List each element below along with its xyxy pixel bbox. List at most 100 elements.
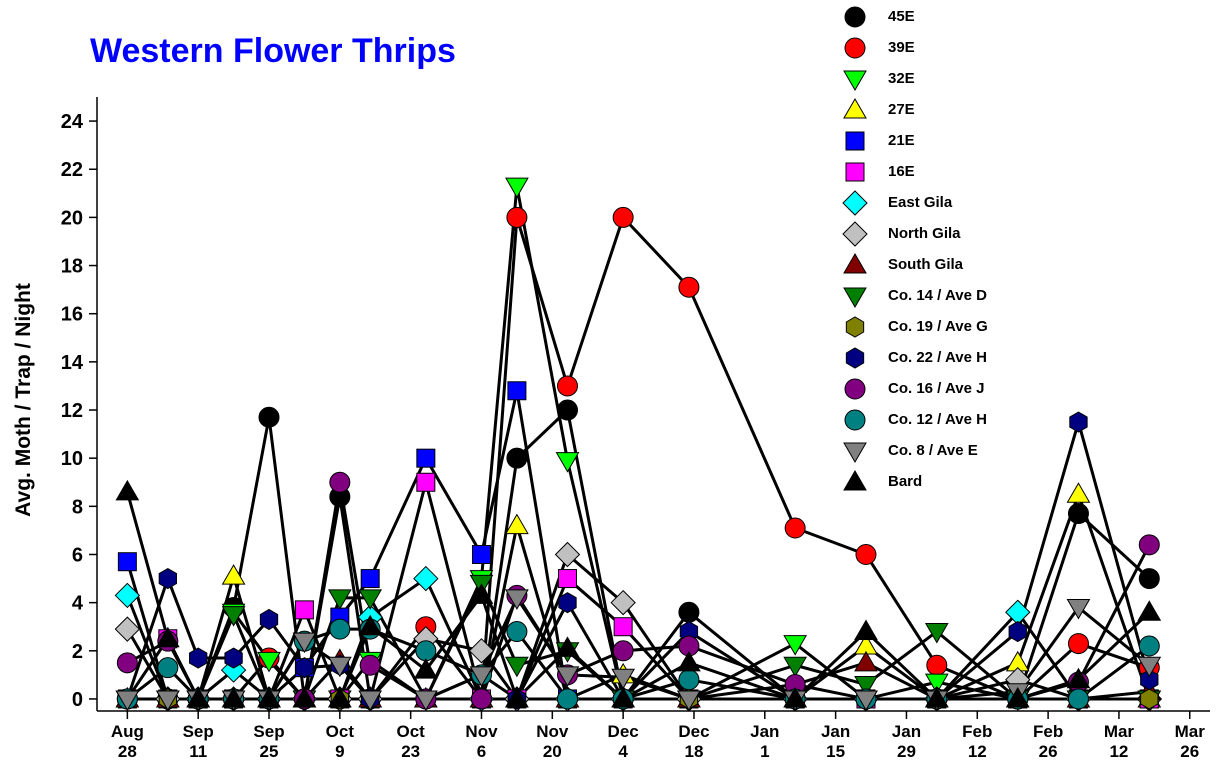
- x-tick-label: Nov 6: [465, 722, 498, 761]
- data-point: [295, 657, 314, 679]
- data-point: [924, 686, 949, 708]
- series-line: [125, 420, 1151, 701]
- legend-label: North Gila: [888, 225, 961, 242]
- data-point: [505, 589, 529, 610]
- data-point: [1067, 633, 1089, 655]
- data-point: [413, 658, 438, 679]
- data-point: [1137, 656, 1162, 678]
- data-point: [555, 636, 580, 657]
- x-tick-label: Jan 15: [821, 722, 850, 761]
- data-point: [189, 647, 208, 669]
- legend-marker: [844, 37, 866, 59]
- data-point: [359, 654, 381, 676]
- data-point: [505, 656, 529, 678]
- legend-marker: [843, 287, 867, 308]
- data-point: [1066, 667, 1091, 689]
- legend-label: Co. 14 / Ave D: [888, 287, 987, 304]
- data-point: [358, 589, 383, 610]
- legend-label: 45E: [888, 8, 915, 25]
- legend-marker: [843, 98, 867, 119]
- data-point: [505, 513, 529, 535]
- legend-label: Bard: [888, 473, 922, 490]
- data-point: [783, 686, 808, 708]
- data-point: [505, 686, 529, 708]
- legend-label: East Gila: [888, 194, 953, 211]
- y-axis-label: Avg. Moth / Trap / Night: [12, 283, 35, 517]
- data-point: [924, 673, 949, 695]
- x-tick-label: Sep 25: [253, 722, 284, 761]
- y-tick-label: 16: [61, 304, 83, 326]
- data-point: [413, 690, 438, 711]
- y-tick-label: 20: [61, 207, 83, 229]
- legend-marker: [843, 253, 867, 274]
- legend-label: 21E: [888, 132, 915, 149]
- data-point: [1138, 568, 1160, 590]
- y-tick-label: 6: [72, 544, 83, 566]
- data-point: [329, 618, 351, 640]
- series-line: [127, 184, 1150, 701]
- legend-label: Co. 19 / Ave G: [888, 318, 988, 335]
- data-point: [327, 589, 352, 610]
- data-point: [221, 606, 246, 627]
- data-point: [612, 206, 634, 228]
- data-point: [259, 608, 279, 631]
- data-point: [555, 452, 580, 473]
- legend-label: 32E: [888, 70, 915, 87]
- data-point: [506, 206, 528, 228]
- data-point: [611, 668, 636, 690]
- legend-label: Co. 22 / Ave H: [888, 349, 987, 366]
- data-point: [155, 626, 180, 648]
- data-point: [1140, 688, 1159, 710]
- x-tick-label: Dec 4: [608, 722, 639, 761]
- x-tick-label: Oct 9: [326, 722, 355, 761]
- legend-marker: [842, 221, 868, 247]
- data-point: [469, 583, 494, 604]
- data-point: [613, 617, 633, 637]
- legend-label: 27E: [888, 101, 915, 118]
- data-point: [556, 688, 578, 710]
- y-tick-label: 18: [61, 256, 83, 278]
- x-tick-label: Nov 20: [536, 722, 569, 761]
- data-point: [678, 669, 700, 691]
- data-point: [257, 686, 281, 708]
- x-tick-label: Oct 23: [396, 722, 425, 761]
- data-point: [611, 686, 636, 708]
- y-tick-label: 8: [72, 496, 83, 518]
- data-point: [224, 647, 243, 669]
- series-line: [127, 492, 1151, 701]
- data-point: [221, 564, 246, 585]
- legend-marker: [845, 162, 865, 182]
- data-point: [329, 471, 351, 493]
- data-point: [556, 399, 578, 421]
- data-point: [678, 601, 700, 623]
- y-tick-label: 4: [72, 593, 84, 615]
- y-tick-label: 2: [72, 641, 83, 663]
- legend-label: Co. 12 / Ave H: [888, 411, 987, 428]
- data-point: [854, 676, 878, 697]
- x-tick-label: Jan 29: [892, 722, 921, 761]
- x-tick-label: Sep 11: [183, 722, 214, 761]
- data-point: [115, 479, 140, 501]
- x-tick-label: Dec 18: [678, 722, 709, 761]
- data-point: [506, 621, 528, 643]
- data-point: [292, 632, 317, 654]
- data-point: [854, 619, 878, 641]
- x-tick-label: Jan 1: [750, 722, 779, 761]
- data-point: [557, 569, 577, 589]
- data-point: [1138, 635, 1160, 657]
- data-point: [506, 447, 528, 469]
- legend-label: 39E: [888, 39, 915, 56]
- legend-marker: [845, 347, 865, 369]
- data-point: [855, 543, 877, 565]
- legend-label: Co. 8 / Ave E: [888, 442, 978, 459]
- data-point: [470, 688, 492, 710]
- data-point: [114, 616, 141, 642]
- data-point: [1067, 688, 1089, 710]
- data-point: [554, 541, 581, 568]
- data-point: [783, 635, 808, 656]
- data-point: [294, 600, 314, 620]
- data-point: [468, 638, 495, 664]
- data-point: [327, 686, 352, 708]
- data-point: [360, 569, 380, 589]
